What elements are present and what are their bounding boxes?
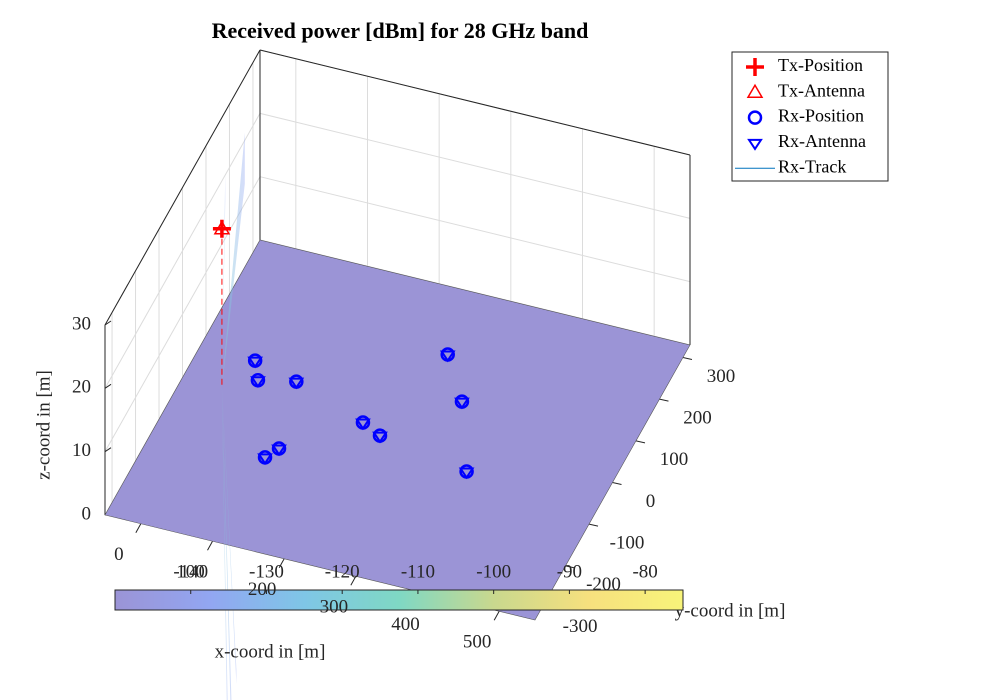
marker-triangle-down (250, 376, 266, 389)
marker-triangle (746, 83, 764, 99)
axis-edge (259, 49, 691, 156)
marker-triangle-down (372, 431, 388, 444)
legend-label: Rx-Position (778, 106, 864, 126)
x-tick-label: 300 (320, 597, 349, 618)
marker-triangle-down (439, 350, 456, 363)
beam (221, 387, 232, 700)
colorbar: -140 -130 -120 -110 -100 -90 -80 (114, 561, 684, 611)
y-axis-label: y-coord in [m] (675, 600, 786, 621)
beam (221, 387, 228, 700)
y-tick-label: 100 (660, 449, 689, 470)
x-tick-label: 0 (114, 544, 124, 565)
z-tick-label: 10 (72, 440, 91, 461)
legend-label: Tx-Position (778, 55, 863, 75)
z-tick-label: 30 (72, 313, 91, 334)
x-axis-label: x-coord in [m] (215, 641, 326, 662)
x-tick-label: 500 (463, 632, 492, 653)
colorbar-tick-label: -100 (476, 561, 511, 582)
marker-plus (746, 58, 764, 76)
y-tick-label: -100 (610, 533, 645, 554)
y-tick-label: -300 (563, 616, 598, 637)
colorbar-tick-label: -120 (325, 561, 360, 582)
marker-triangle-down (458, 467, 475, 480)
tick-mark (659, 398, 669, 402)
z-tick-label: 20 (72, 377, 91, 398)
tick-mark (493, 611, 500, 621)
colorbar-tick-label: -140 (173, 561, 208, 582)
y-tick-label: 300 (707, 366, 736, 387)
marker-triangle-down (288, 377, 305, 390)
z-tick-label: 0 (82, 503, 92, 524)
x-tick-label: 100 (176, 562, 205, 583)
legend-label: Tx-Antenna (778, 80, 865, 100)
marker-triangle-down (454, 397, 470, 410)
marker-triangle-down (247, 356, 264, 369)
markers (212, 219, 475, 480)
colorbar-bar (114, 589, 684, 611)
legend-label: Rx-Antenna (778, 131, 866, 151)
tick-mark (635, 440, 646, 444)
tick-mark (207, 541, 213, 551)
y-tick-label: 0 (646, 491, 656, 512)
marker-triangle-down (747, 138, 763, 151)
chart-title: Received power [dBm] for 28 GHz band (212, 18, 589, 43)
colorbar-tick-label: -90 (557, 561, 582, 582)
power-surface (104, 132, 691, 700)
x-tick-label: 200 (248, 579, 277, 600)
beam (221, 132, 245, 388)
axis-edge (104, 49, 261, 326)
marker-triangle-down (257, 453, 273, 466)
tick-mark (278, 558, 285, 568)
colorbar-tick-label: -80 (632, 561, 657, 582)
tick-mark (104, 383, 112, 389)
beam (221, 172, 226, 388)
tick-mark (682, 357, 693, 360)
tick-mark (612, 482, 622, 485)
tick-mark (350, 576, 357, 586)
surface-base (104, 239, 691, 621)
y-tick-label: 200 (683, 408, 712, 429)
axes-box (104, 49, 693, 621)
marker-triangle (213, 220, 231, 235)
legend: Tx-Position Tx-Antenna Rx-Position Rx-Anten… (731, 51, 889, 182)
tick-mark (104, 447, 112, 453)
marker-triangle-down (355, 418, 371, 431)
marker-circle (747, 110, 763, 125)
tick-mark (104, 320, 112, 326)
tick-mark (135, 523, 142, 533)
legend-label: Rx-Track (778, 156, 846, 176)
x-tick-label: 400 (391, 614, 420, 635)
legend-box (731, 51, 889, 182)
y-tick-label: -200 (586, 574, 621, 595)
colorbar-tick-label: -110 (401, 561, 435, 582)
tick-mark (565, 565, 575, 569)
marker-triangle-down (271, 444, 287, 457)
z-axis-label: z-coord in [m] (33, 370, 54, 480)
colorbar-tick-label: -130 (249, 561, 284, 582)
tick-mark (588, 523, 599, 527)
